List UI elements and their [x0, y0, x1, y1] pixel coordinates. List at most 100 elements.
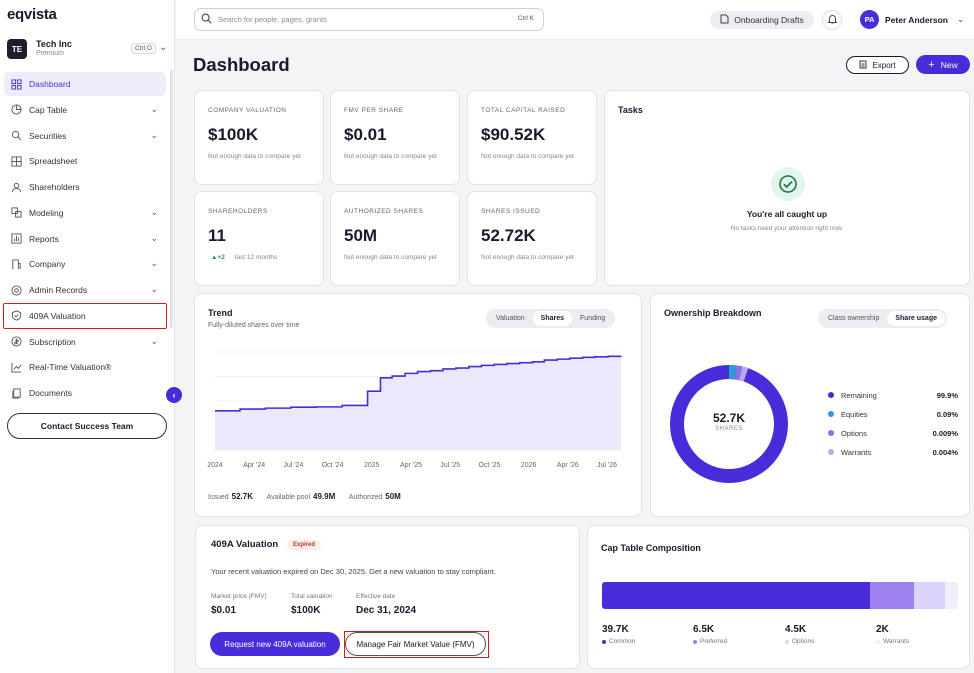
contact-success-team-button[interactable]: Contact Success Team — [7, 413, 167, 439]
search-box[interactable]: Ctrl K — [194, 8, 544, 31]
legend-dot — [876, 639, 880, 644]
sidebar-scrollbar[interactable] — [170, 70, 173, 328]
sidebar-item-shareholders[interactable]: Shareholders — [4, 175, 166, 199]
issued-value: 52.7K — [231, 492, 253, 501]
trend-title: Trend — [208, 308, 233, 318]
valuation-message: Your recent valuation expired on Dec 30,… — [211, 567, 496, 576]
composition-segment-preferred — [869, 582, 914, 609]
field-value: $100K — [291, 605, 321, 616]
legend-dot — [828, 392, 834, 398]
chevron-left-icon: ‹ — [172, 390, 176, 400]
stat-card-shares-issued: SHARES ISSUED 52.72K Not enough data to … — [467, 191, 597, 286]
export-label: Export — [872, 60, 896, 70]
plus-icon: + — [928, 58, 935, 71]
field-label: Market price (FMV) — [211, 593, 267, 600]
stat-delta: ▲+2 — [211, 254, 225, 261]
legend-name: Equities — [841, 409, 868, 419]
x-tick-label: Apr '25 — [400, 462, 422, 469]
valuation-title: 409A Valuation — [211, 539, 279, 550]
composition-card: Cap Table Composition 39.7K Common 6.5K Pr… — [587, 525, 970, 669]
trend-line-icon — [10, 361, 22, 373]
sidebar-item-securities[interactable]: Securities ⌄ — [4, 124, 166, 148]
legend-value: 0.09% — [936, 409, 958, 419]
export-button[interactable]: Export — [846, 56, 909, 74]
composition-stat-common: 39.7K Common — [602, 624, 635, 645]
sidebar-item-dashboard[interactable]: Dashboard — [4, 72, 166, 96]
chevron-down-icon: ⌄ — [150, 232, 158, 243]
onboarding-drafts-button[interactable]: Onboarding Drafts — [710, 11, 814, 29]
stat-card-fmv-per-share: FMV PER SHARE $0.01 Not enough data to c… — [330, 90, 460, 185]
stat-value: $100K — [208, 125, 259, 144]
tasks-card: Tasks You're all caught up No tasks need… — [604, 90, 970, 286]
legend-item-options: Options 0.009% — [828, 427, 958, 439]
sidebar-item-documents[interactable]: Documents — [4, 381, 166, 405]
search-input[interactable] — [218, 15, 508, 24]
new-button[interactable]: + New — [916, 55, 970, 74]
legend-dot — [828, 430, 834, 436]
legend-dot — [693, 639, 697, 644]
stat-label: FMV PER SHARE — [344, 107, 404, 114]
tab-funding[interactable]: Funding — [580, 315, 606, 322]
status-badge: Expired — [287, 540, 322, 550]
notifications-button[interactable] — [822, 10, 842, 30]
tab-valuation[interactable]: Valuation — [496, 315, 525, 322]
sidebar-item-label: Company — [29, 259, 66, 270]
export-icon — [859, 60, 867, 71]
chevron-down-icon: ⌄ — [150, 335, 158, 346]
ownership-donut — [670, 365, 788, 483]
trend-area — [215, 356, 621, 450]
x-tick-label: 2025 — [364, 462, 380, 469]
trend-card: Trend Fully-diluted shares over time Val… — [194, 293, 642, 517]
sidebar-item-cap-table[interactable]: Cap Table ⌄ — [4, 98, 166, 122]
stat-label: Options — [792, 638, 815, 645]
org-switcher[interactable]: TE Tech Inc Premium Ctrl O ⌄ — [7, 38, 169, 60]
stat-note: last 12 months — [235, 254, 278, 261]
user-menu[interactable]: PA Peter Anderson ⌄ — [860, 10, 965, 29]
tasks-caught-up: You're all caught up — [746, 209, 828, 219]
stat-value: 39.7K — [602, 624, 629, 635]
tasks-subtext: No tasks need your attention right now. — [730, 225, 844, 232]
stat-value: 50M — [344, 226, 378, 245]
collapse-sidebar-button[interactable]: ‹ — [166, 387, 182, 403]
sidebar-item-company[interactable]: Company ⌄ — [4, 252, 166, 276]
field-label: Total valuation — [291, 593, 333, 600]
chevron-down-icon: ⌄ — [150, 206, 158, 217]
highlight-box — [344, 631, 489, 658]
authorized-label: Authorized — [348, 494, 383, 501]
tab-shares[interactable]: Shares — [532, 311, 573, 326]
field-value: $0.01 — [211, 605, 237, 616]
topbar: Ctrl K Onboarding Drafts PA Peter Anders… — [176, 0, 974, 40]
search-shortcut: Ctrl K — [517, 15, 534, 22]
sidebar-item-409a-valuation[interactable]: 409A Valuation — [3, 302, 167, 329]
sidebar-item-real-time-valuation[interactable]: Real-Time Valuation® — [4, 355, 166, 379]
request-409a-button[interactable]: Request new 409A valuation — [210, 632, 340, 656]
stat-card-company-valuation: COMPANY VALUATION $100K Not enough data … — [194, 90, 324, 185]
composition-stat-warrants: 2K Warrants — [876, 624, 909, 645]
legend-name: Remaining — [841, 390, 877, 400]
app-logo[interactable]: eqvista — [7, 6, 57, 23]
stat-note: Not enough data to compare yet — [481, 153, 574, 160]
x-tick-label: 2024 — [207, 462, 223, 469]
field-value: Dec 31, 2024 — [356, 605, 417, 616]
composition-segment-common — [602, 582, 870, 609]
users-icon — [10, 181, 22, 193]
trend-tabs: Valuation Shares Funding — [486, 309, 616, 328]
sidebar: eqvista TE Tech Inc Premium Ctrl O ⌄ Das… — [0, 0, 175, 673]
donut-segment-options — [734, 365, 743, 381]
sidebar-item-label: Dashboard — [29, 79, 71, 89]
sidebar-item-subscription[interactable]: Subscription ⌄ — [4, 330, 166, 354]
tab-share-usage[interactable]: Share usage — [887, 311, 945, 326]
stat-card-total-capital-raised: TOTAL CAPITAL RAISED $90.52K Not enough … — [467, 90, 597, 185]
sidebar-item-modeling[interactable]: Modeling ⌄ — [4, 201, 166, 225]
legend-dot — [785, 639, 789, 644]
legend-value: 0.004% — [932, 447, 958, 457]
grid-icon — [10, 78, 22, 90]
tab-class-ownership[interactable]: Class ownership — [828, 315, 880, 322]
org-plan: Premium — [36, 50, 65, 57]
donut-center-value: 52.7K — [712, 411, 746, 425]
sidebar-item-admin-records[interactable]: Admin Records ⌄ — [4, 278, 166, 302]
sidebar-item-spreadsheet[interactable]: Spreadsheet — [4, 149, 166, 173]
manage-fmv-button[interactable]: Manage Fair Market Value (FMV) — [345, 632, 486, 656]
sidebar-item-reports[interactable]: Reports ⌄ — [4, 227, 166, 251]
